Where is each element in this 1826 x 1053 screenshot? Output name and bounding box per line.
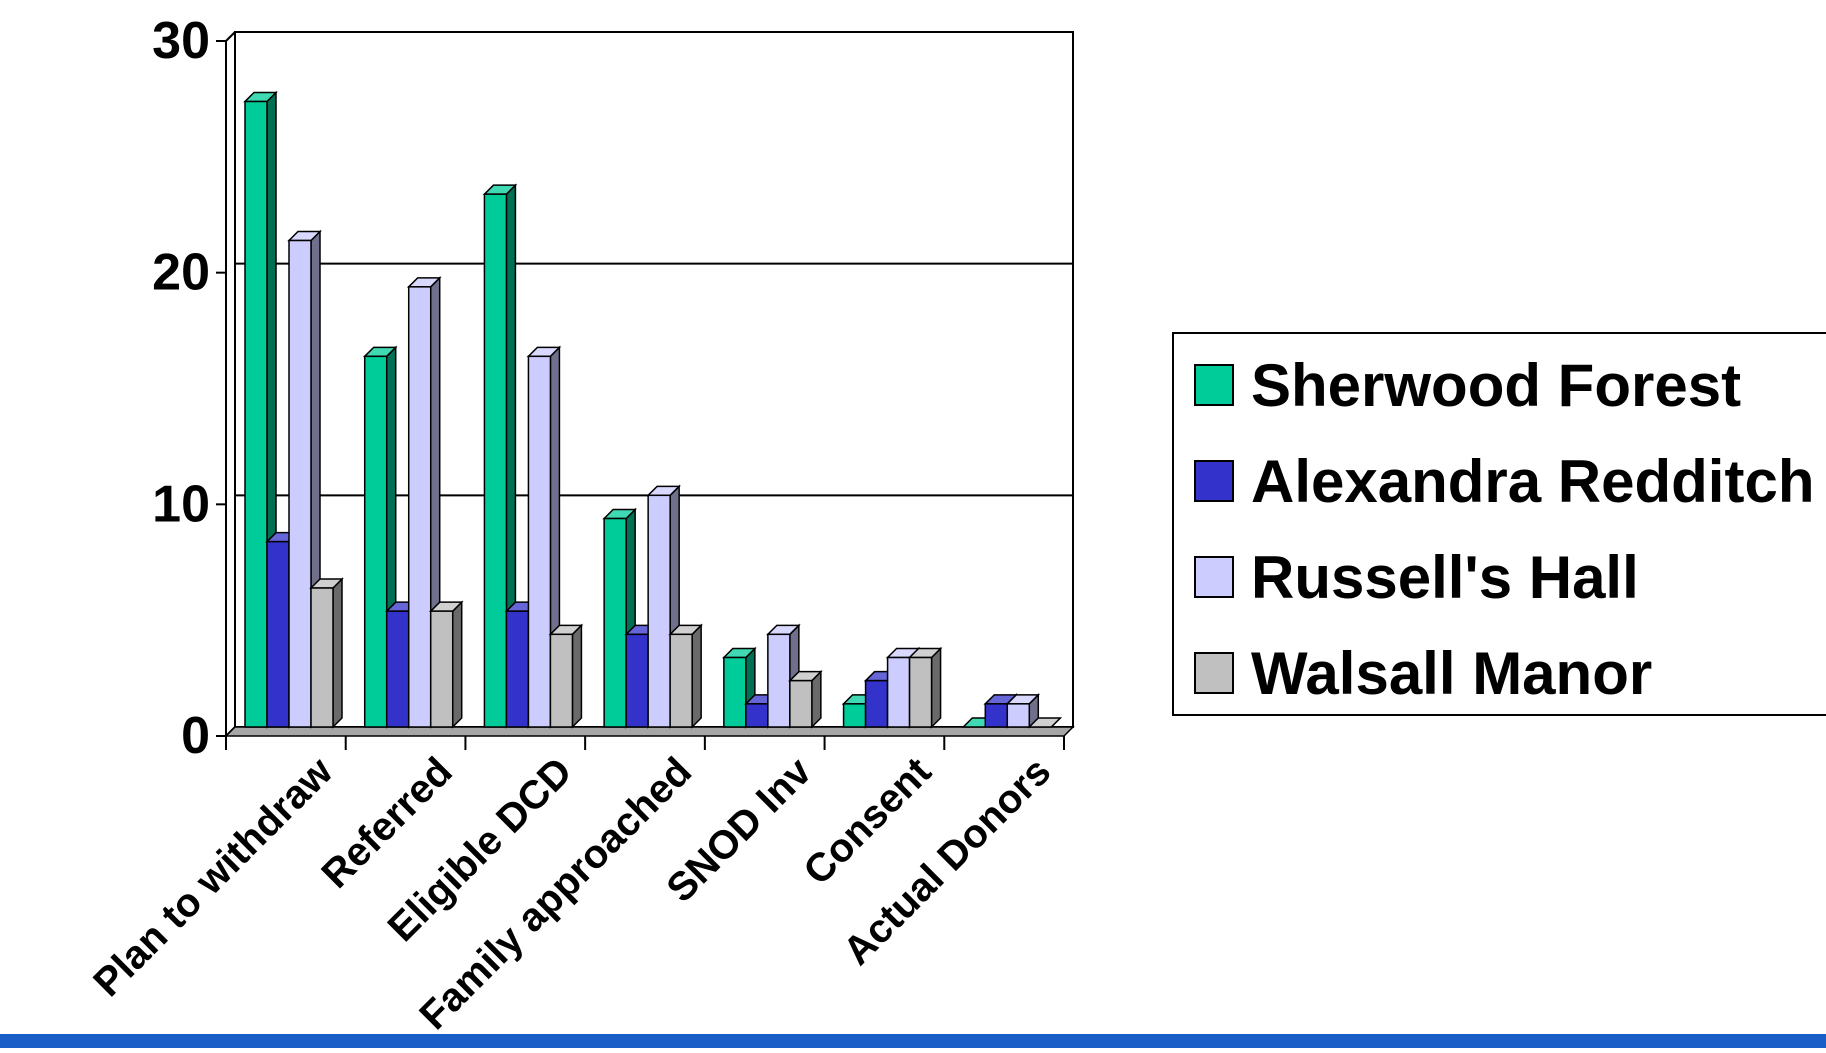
bar-front bbox=[625, 633, 649, 728]
bar-front bbox=[1006, 703, 1031, 728]
bar-front bbox=[429, 610, 454, 728]
bar-front bbox=[723, 656, 747, 728]
bar bbox=[243, 90, 278, 729]
bar bbox=[1027, 717, 1063, 728]
bar-front bbox=[483, 193, 508, 728]
bar-front bbox=[266, 540, 290, 728]
x-tick-label: Plan to withdraw bbox=[85, 749, 341, 1005]
bar-top bbox=[1027, 717, 1063, 728]
axis-depth-top bbox=[225, 31, 236, 42]
legend-swatch bbox=[1194, 652, 1234, 694]
bar bbox=[428, 600, 464, 729]
x-tick-label: Actual Donors bbox=[835, 749, 1059, 973]
legend-label: Sherwood Forest bbox=[1251, 352, 1741, 419]
bar-front bbox=[767, 633, 791, 728]
bar-front bbox=[527, 355, 552, 728]
bar-front bbox=[244, 100, 268, 728]
bar-front bbox=[669, 633, 693, 728]
bar-front bbox=[864, 679, 889, 728]
legend-swatch bbox=[1194, 460, 1234, 502]
legend: Sherwood Forest Alexandra Redditch Russell… bbox=[1172, 332, 1826, 716]
bar-side bbox=[332, 577, 343, 729]
bars bbox=[243, 90, 1063, 729]
bar-side bbox=[930, 646, 942, 729]
bar bbox=[548, 623, 584, 729]
bar-front bbox=[407, 286, 432, 728]
legend-box bbox=[1172, 332, 1826, 716]
legend-label: Walsall Manor bbox=[1251, 640, 1652, 707]
bar-side bbox=[571, 623, 583, 729]
y-tick-label: 10 bbox=[152, 475, 210, 533]
bar-front bbox=[789, 679, 813, 728]
bar-front bbox=[886, 656, 911, 728]
bar-front bbox=[288, 239, 312, 728]
bar bbox=[602, 507, 637, 729]
bar-front bbox=[310, 587, 334, 728]
axes bbox=[216, 31, 1075, 750]
bar-front bbox=[745, 703, 769, 728]
legend-swatch bbox=[1194, 556, 1234, 598]
bar bbox=[309, 577, 344, 729]
bar-front bbox=[505, 610, 530, 728]
bar-side bbox=[691, 623, 702, 729]
y-tick-label: 20 bbox=[152, 244, 210, 302]
bar bbox=[362, 345, 398, 729]
bar-front bbox=[363, 355, 388, 728]
legend-label: Alexandra Redditch bbox=[1251, 448, 1814, 515]
bar-side bbox=[451, 600, 463, 729]
bar bbox=[482, 183, 518, 729]
bar bbox=[788, 669, 823, 729]
bar-front bbox=[647, 494, 671, 728]
bar bbox=[907, 646, 943, 729]
bar-front bbox=[603, 517, 627, 728]
footer-bar bbox=[0, 1034, 1826, 1048]
y-tick-label: 30 bbox=[152, 12, 210, 70]
bar-front bbox=[842, 703, 867, 728]
bar bbox=[1005, 693, 1041, 729]
chart-floor bbox=[224, 726, 1075, 737]
bar bbox=[668, 623, 703, 729]
legend-label: Russell's Hall bbox=[1251, 544, 1639, 611]
legend-swatch bbox=[1194, 364, 1234, 406]
bar-front bbox=[385, 610, 410, 728]
bar-front bbox=[908, 656, 933, 728]
bar-front bbox=[549, 633, 574, 728]
bar-front bbox=[984, 703, 1009, 728]
y-tick-label: 0 bbox=[181, 707, 210, 765]
